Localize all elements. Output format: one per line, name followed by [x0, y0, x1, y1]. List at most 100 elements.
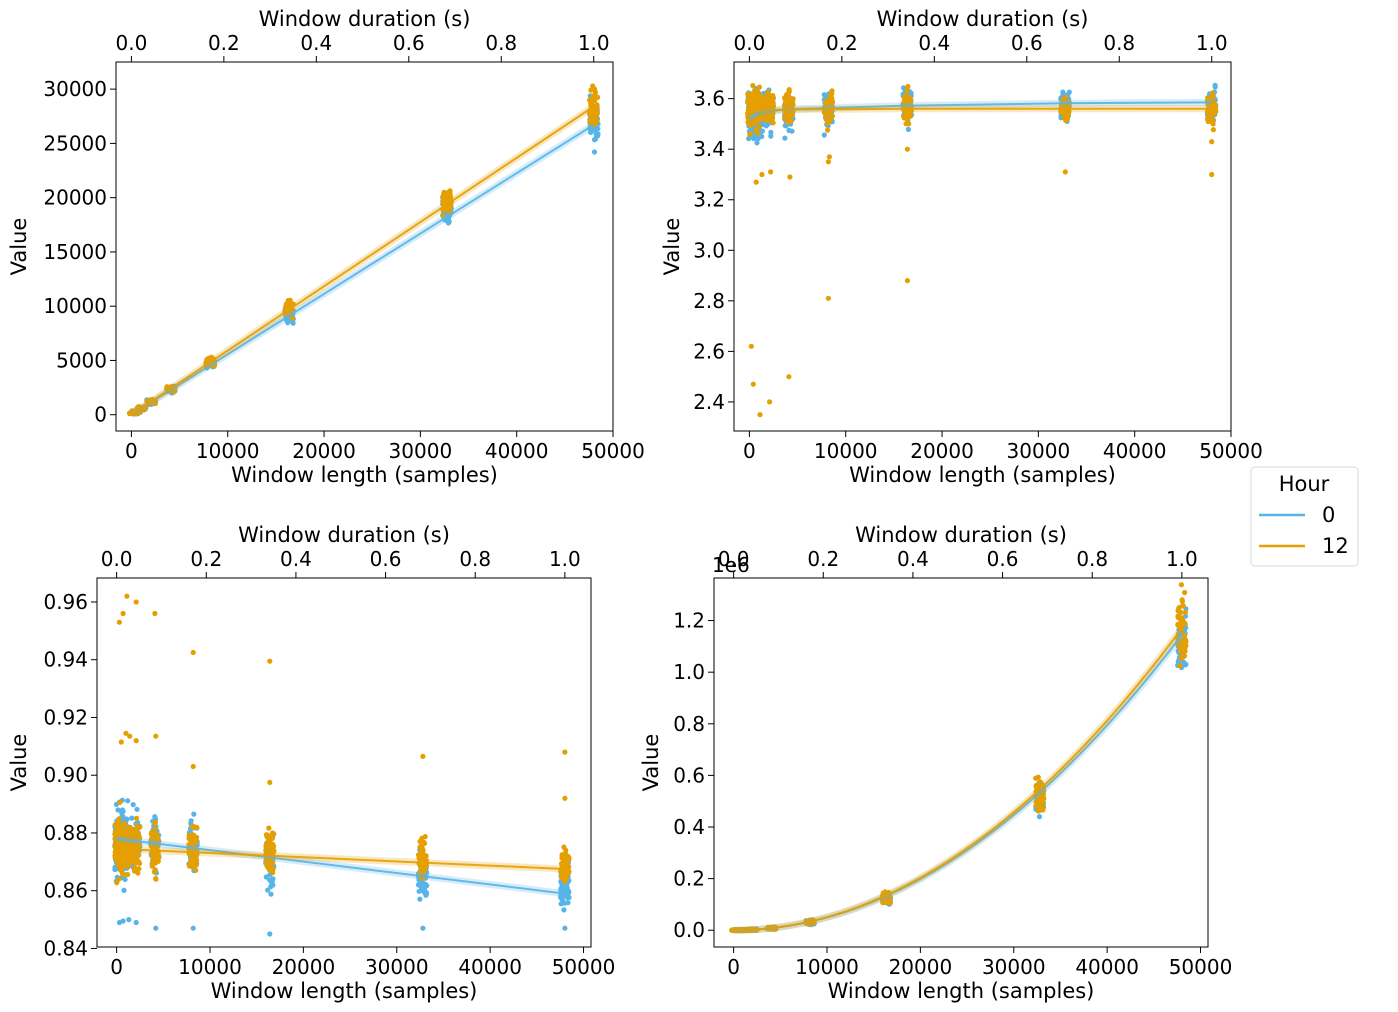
data-point — [266, 858, 272, 864]
y-tick-label: 0 — [94, 403, 107, 427]
data-point — [563, 856, 569, 862]
top-x-tick-label: 0.0 — [115, 31, 147, 55]
data-point — [417, 838, 423, 845]
data-point — [768, 115, 775, 121]
data-point — [121, 887, 127, 894]
x-tick-label: 40000 — [485, 439, 549, 463]
outlier-point — [768, 169, 774, 175]
data-point — [748, 91, 754, 97]
data-point — [790, 101, 796, 107]
data-point — [1209, 103, 1215, 109]
data-point — [1182, 662, 1188, 668]
data-point — [152, 819, 158, 826]
top-x-tick-label: 0.2 — [190, 547, 222, 571]
outlier-point — [120, 610, 126, 617]
data-point — [1037, 779, 1043, 785]
data-point — [908, 113, 914, 119]
y-tick-label: 0.94 — [43, 648, 88, 672]
series-12-points — [112, 593, 572, 886]
data-point — [825, 127, 831, 133]
data-point — [116, 876, 122, 882]
top-x-tick-label: 0.2 — [807, 547, 839, 571]
data-point — [1066, 89, 1072, 95]
data-point — [442, 197, 448, 203]
plot-area — [745, 82, 1219, 418]
data-point — [1180, 652, 1186, 659]
data-point — [1179, 597, 1185, 603]
data-point — [124, 851, 130, 858]
top-x-tick-label: 0.2 — [826, 31, 858, 55]
outlier-point — [120, 918, 126, 924]
data-point — [1182, 609, 1188, 615]
y-tick-label: 2.6 — [693, 339, 725, 363]
y-tick-label: 3.6 — [693, 87, 725, 111]
data-point — [418, 854, 424, 861]
data-point — [421, 839, 427, 846]
data-point — [149, 835, 155, 841]
data-point — [764, 93, 771, 99]
data-point — [266, 838, 272, 844]
data-point — [117, 799, 123, 806]
plot-frame — [713, 577, 1209, 948]
data-point — [768, 133, 774, 139]
data-point — [148, 830, 155, 836]
top-x-tick-label: 0.8 — [459, 547, 491, 571]
outlier-point — [786, 374, 792, 380]
series-0-fit-line — [733, 634, 1183, 932]
data-point — [558, 893, 564, 899]
data-point — [119, 870, 125, 876]
data-point — [1182, 648, 1188, 654]
outlier-point — [152, 610, 158, 617]
data-point — [754, 140, 760, 146]
data-point — [591, 149, 598, 155]
data-point — [155, 858, 161, 864]
data-point — [590, 115, 597, 121]
series-12-points — [745, 83, 1219, 418]
outlier-point — [420, 753, 426, 760]
x-tick-label: 50000 — [1199, 439, 1263, 463]
data-point — [1206, 108, 1212, 115]
data-point — [1177, 662, 1183, 669]
outlier-point — [757, 412, 763, 418]
outlier-point — [825, 159, 832, 165]
top-x-tick-label: 0.4 — [280, 547, 312, 571]
data-point — [784, 98, 790, 104]
data-point — [1183, 638, 1189, 644]
data-point — [561, 862, 567, 868]
data-point — [125, 871, 131, 878]
x-tick-label: 10000 — [814, 439, 878, 463]
outlier-point — [118, 739, 124, 745]
data-point — [782, 135, 788, 141]
y-tick-label: 0.6 — [673, 763, 705, 787]
data-point — [420, 871, 427, 877]
data-point — [135, 870, 141, 876]
top-x-tick-label: 0.6 — [370, 547, 402, 571]
outlier-point — [904, 278, 911, 284]
data-point — [421, 889, 427, 896]
data-point — [263, 847, 269, 853]
top-x-tick-label: 0.0 — [101, 547, 133, 571]
data-point — [120, 857, 126, 863]
data-point — [1036, 797, 1042, 803]
data-point — [821, 132, 827, 138]
outlier-point — [562, 749, 568, 755]
data-point — [593, 133, 600, 139]
data-point — [1178, 582, 1184, 588]
plot-frame — [96, 577, 592, 948]
data-point — [133, 815, 140, 821]
data-point — [565, 871, 571, 877]
data-point — [188, 838, 194, 844]
x-tick-label: 30000 — [1007, 439, 1071, 463]
outlier-point — [116, 619, 122, 625]
data-point — [116, 816, 122, 822]
outlier-point — [767, 399, 773, 405]
data-point — [783, 109, 789, 116]
top-x-tick-label: 1.0 — [578, 31, 610, 55]
outlier-point — [826, 154, 833, 160]
top-x-tick-label: 1.0 — [1196, 31, 1228, 55]
x-tick-label: 30000 — [389, 439, 453, 463]
x-tick-label: 10000 — [795, 955, 859, 979]
legend-label-hour-0: 0 — [1322, 503, 1335, 527]
data-point — [446, 191, 452, 197]
legend: Hour 0 12 — [1250, 466, 1359, 567]
